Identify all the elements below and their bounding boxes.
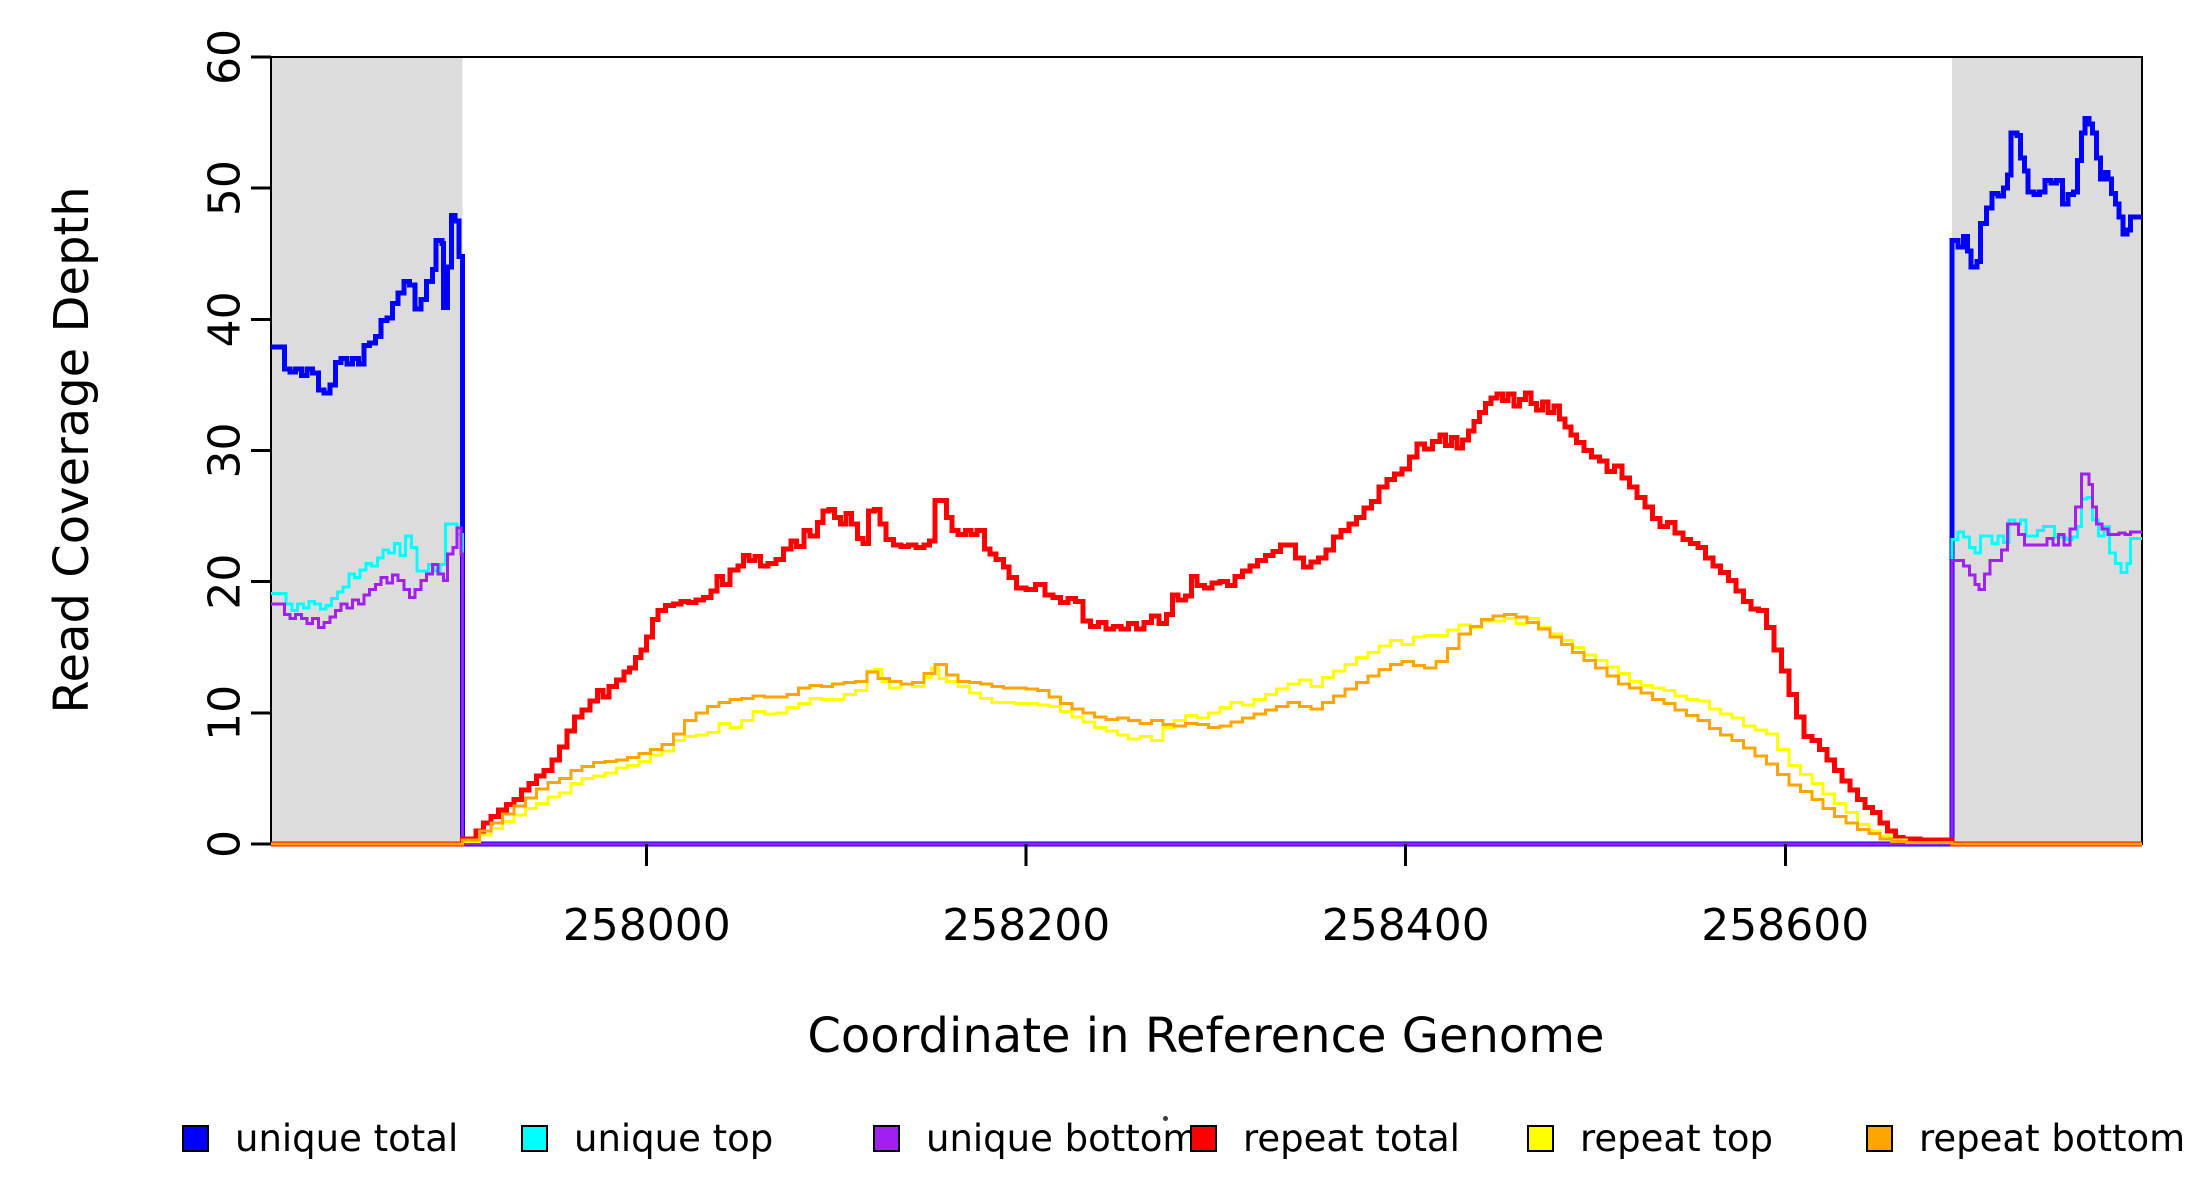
series-repeat-top xyxy=(271,616,2142,846)
y-tick-label: 60 xyxy=(199,29,250,85)
legend-item-repeat-top: repeat top xyxy=(1527,1120,1773,1157)
legend-swatch-repeat-top xyxy=(1527,1125,1554,1152)
y-axis-title: Read Coverage Depth xyxy=(44,186,100,713)
legend-label: unique top xyxy=(574,1117,774,1160)
series-unique-total xyxy=(271,116,2142,847)
legend-label: unique total xyxy=(235,1117,459,1160)
legend-swatch-unique-bottom xyxy=(873,1125,900,1152)
coverage-series-lines xyxy=(271,116,2142,847)
x-axis-ticks: 258000 258200 258400 258600 xyxy=(563,844,1869,951)
x-tick-label: 258200 xyxy=(942,900,1110,951)
legend-item-unique-top: unique top xyxy=(521,1120,773,1157)
y-axis-ticks: 0 10 20 30 40 50 60 xyxy=(199,29,271,858)
legend-swatch-repeat-total xyxy=(1190,1125,1217,1152)
chart-legend: unique total unique top unique bottom repea… xyxy=(0,1108,2200,1168)
legend-swatch-unique-top xyxy=(521,1125,548,1152)
y-tick-label: 30 xyxy=(199,423,250,479)
unique-flank-right xyxy=(1952,58,2142,843)
legend-item-unique-bottom: unique bottom xyxy=(873,1120,1198,1157)
series-unique-bottom xyxy=(271,472,2142,846)
x-axis-title: Coordinate in Reference Genome xyxy=(807,1008,1604,1064)
series-unique-top xyxy=(271,496,2142,846)
series-repeat-bottom xyxy=(271,613,2142,846)
legend-item-repeat-bottom: repeat bottom xyxy=(1866,1120,2185,1157)
x-tick-label: 258400 xyxy=(1322,900,1490,951)
legend-label: repeat bottom xyxy=(1919,1117,2186,1160)
legend-item-unique-total: unique total xyxy=(182,1120,458,1157)
legend-swatch-repeat-bottom xyxy=(1866,1125,1893,1152)
x-tick-label: 258000 xyxy=(563,900,731,951)
y-tick-label: 10 xyxy=(199,685,250,741)
coverage-chart: 258000 258200 258400 258600 0 10 20 30 40 50 60 R… xyxy=(44,29,2143,1064)
series-repeat-total xyxy=(271,390,2142,847)
legend-swatch-unique-total xyxy=(182,1125,209,1152)
unique-flank-left xyxy=(271,58,463,843)
y-tick-label: 20 xyxy=(199,554,250,610)
stray-dot xyxy=(1163,1116,1168,1121)
legend-label: repeat top xyxy=(1580,1117,1773,1160)
legend-label: unique bottom xyxy=(926,1117,1199,1160)
legend-label: repeat total xyxy=(1243,1117,1460,1160)
y-tick-label: 50 xyxy=(199,160,250,216)
y-tick-label: 40 xyxy=(199,291,250,347)
legend-item-repeat-total: repeat total xyxy=(1190,1120,1460,1157)
x-tick-label: 258600 xyxy=(1701,900,1869,951)
y-tick-label: 0 xyxy=(199,830,250,858)
